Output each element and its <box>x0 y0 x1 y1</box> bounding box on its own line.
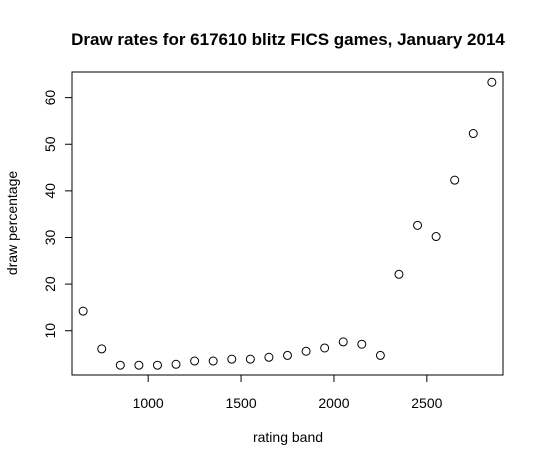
data-point <box>190 356 200 366</box>
x-tick-label: 1500 <box>225 395 256 411</box>
data-point <box>78 306 88 316</box>
chart-title: Draw rates for 617610 blitz FICS games, … <box>71 30 505 49</box>
y-tick-label: 40 <box>42 183 58 199</box>
x-tick-label: 2000 <box>318 395 349 411</box>
y-axis: 10 20 30 40 50 60 <box>42 90 72 339</box>
data-point <box>227 354 237 364</box>
x-axis: 1000 1500 2000 2500 <box>133 375 443 411</box>
data-point <box>264 352 274 362</box>
y-tick-label: 50 <box>42 136 58 152</box>
data-point <box>431 232 441 242</box>
data-point <box>115 360 125 370</box>
plot-frame <box>71 71 504 376</box>
data-point <box>320 343 330 353</box>
data-point <box>394 269 404 279</box>
data-point <box>152 360 162 370</box>
data-point <box>245 354 255 364</box>
y-tick-label: 10 <box>42 323 58 339</box>
y-tick-label: 30 <box>42 229 58 245</box>
y-axis-label: draw percentage <box>4 171 20 276</box>
data-point <box>208 356 218 366</box>
x-tick-label: 2500 <box>411 395 442 411</box>
data-point <box>487 77 497 87</box>
data-point <box>413 220 423 230</box>
data-point <box>468 129 478 139</box>
data-point <box>450 175 460 185</box>
data-point <box>301 346 311 356</box>
y-tick-label: 60 <box>42 90 58 106</box>
y-tick-label: 20 <box>42 276 58 292</box>
x-tick-label: 1000 <box>133 395 164 411</box>
data-points <box>78 77 497 370</box>
data-point <box>134 360 144 370</box>
data-point <box>338 337 348 347</box>
data-point <box>375 350 385 360</box>
data-point <box>357 339 367 349</box>
data-point <box>171 359 181 369</box>
data-point <box>97 344 107 354</box>
x-axis-label: rating band <box>253 429 323 445</box>
data-point <box>283 350 292 360</box>
